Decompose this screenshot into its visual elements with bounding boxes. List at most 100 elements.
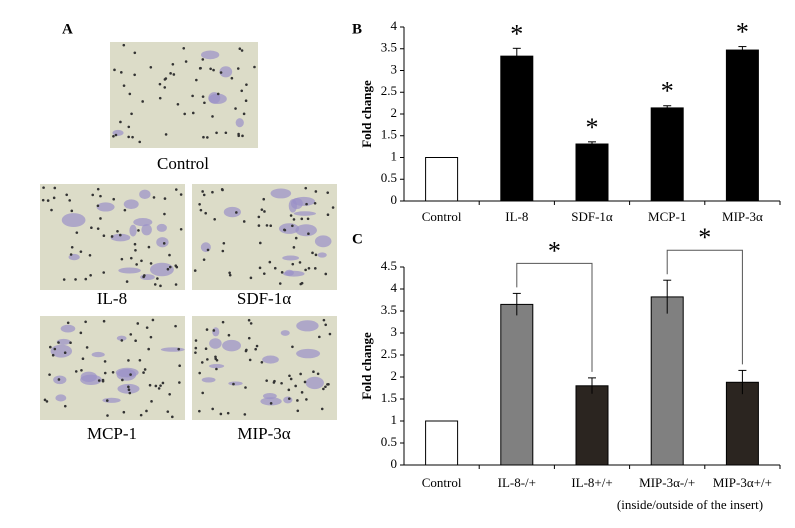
nucleus — [221, 320, 225, 324]
significance-label: * — [510, 19, 523, 48]
nucleus — [57, 341, 60, 344]
nucleus — [234, 107, 237, 110]
nucleus — [79, 331, 83, 335]
nucleus — [201, 391, 205, 395]
cell — [141, 224, 152, 236]
cell — [228, 381, 243, 386]
nucleus — [153, 283, 157, 286]
nucleus — [326, 213, 330, 217]
cell — [61, 213, 86, 228]
nucleus — [127, 359, 130, 362]
comparison-bracket — [666, 249, 743, 365]
nucleus — [127, 388, 131, 392]
nucleus — [70, 245, 74, 249]
nucleus — [50, 208, 53, 212]
nucleus — [168, 265, 172, 269]
nucleus — [182, 46, 186, 50]
panel-label: A — [62, 21, 73, 37]
nucleus — [311, 251, 314, 255]
nucleus — [307, 232, 310, 235]
bar — [725, 381, 759, 466]
y-tick-label: 3.5 — [381, 302, 397, 317]
nucleus — [103, 371, 107, 375]
cell — [278, 223, 300, 234]
nucleus — [202, 258, 206, 261]
nucleus — [156, 277, 159, 280]
nucleus — [45, 400, 49, 403]
nucleus — [111, 370, 115, 374]
comparison-label: * — [548, 236, 561, 265]
nucleus — [135, 263, 138, 266]
x-tick-label: IL-8+/+ — [571, 475, 612, 490]
nucleus — [292, 218, 296, 221]
nucleus — [148, 383, 152, 387]
nucleus — [129, 333, 133, 336]
nucleus — [49, 345, 52, 349]
micrograph — [40, 316, 185, 420]
nucleus — [171, 415, 174, 419]
nucleus — [66, 321, 70, 325]
cell — [282, 255, 299, 261]
nucleus — [141, 100, 144, 103]
nucleus — [324, 385, 327, 389]
y-tick-label: 2.5 — [381, 83, 397, 98]
bar — [725, 49, 759, 202]
x-tick-label: MCP-1 — [648, 209, 686, 224]
y-tick-label: 0.5 — [381, 170, 397, 185]
nucleus — [172, 73, 176, 76]
nucleus — [114, 133, 118, 137]
nucleus — [201, 95, 205, 98]
nucleus — [273, 379, 276, 383]
cell — [116, 368, 137, 381]
nucleus — [198, 409, 201, 413]
nucleus — [313, 201, 317, 205]
nucleus — [174, 264, 178, 268]
nucleus — [213, 218, 216, 221]
x-tick-label: MIP-3α-/+ — [639, 475, 695, 490]
nucleus — [84, 320, 87, 324]
nucleus — [253, 65, 256, 69]
error-bar — [738, 46, 747, 54]
nucleus — [280, 271, 284, 274]
nucleus — [70, 209, 74, 213]
nucleus — [143, 274, 146, 277]
nucleus — [215, 367, 218, 371]
nucleus — [69, 341, 72, 345]
nucleus — [296, 399, 299, 402]
nucleus — [262, 272, 266, 275]
nucleus — [179, 227, 183, 231]
nucleus — [195, 78, 198, 82]
nucleus — [80, 368, 83, 372]
y-tick-label: 3.5 — [381, 40, 397, 55]
nucleus — [150, 400, 153, 403]
nucleus — [89, 273, 92, 277]
nucleus — [299, 372, 302, 376]
nucleus — [140, 259, 143, 263]
nucleus — [222, 241, 226, 245]
cell — [212, 327, 220, 337]
cell — [129, 224, 137, 237]
nucleus — [257, 215, 261, 219]
nucleus — [242, 220, 246, 223]
nucleus — [314, 190, 318, 193]
nucleus — [85, 346, 89, 349]
nucleus — [236, 67, 240, 70]
image-caption: IL-8 — [97, 289, 127, 308]
nucleus — [46, 199, 50, 202]
nucleus — [313, 267, 317, 270]
cell — [270, 188, 292, 199]
cell — [209, 338, 222, 349]
nucleus — [228, 273, 232, 277]
nucleus — [158, 82, 162, 86]
cell — [292, 196, 316, 206]
nucleus — [211, 115, 214, 118]
nucleus — [84, 277, 88, 281]
nucleus — [74, 370, 78, 373]
nucleus — [327, 382, 330, 386]
nucleus — [127, 135, 130, 139]
nucleus — [106, 414, 109, 417]
nucleus — [287, 388, 291, 392]
cell — [60, 324, 76, 333]
y-tick-label: 0 — [391, 456, 398, 471]
cell — [295, 224, 317, 237]
